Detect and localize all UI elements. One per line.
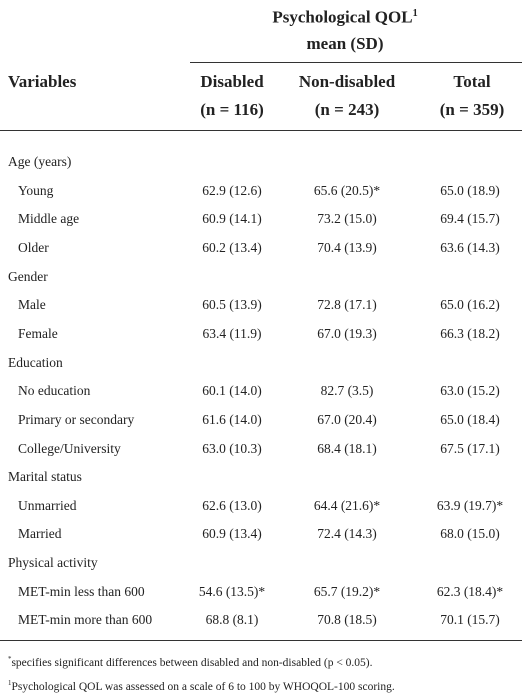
cell: 60.2 (13.4) <box>202 239 262 255</box>
cell: 65.7 (19.2)* <box>313 583 381 599</box>
row-label: MET-min less than 600 <box>18 583 145 599</box>
cell: 63.0 (15.2) <box>440 383 500 399</box>
column-n: (n = 243) <box>314 100 380 119</box>
cell: 68.4 (18.1) <box>317 440 377 456</box>
cell: 67.0 (20.4) <box>317 411 377 427</box>
cell: 65.0 (16.2) <box>440 297 500 313</box>
footnote-text: specifies significant differences betwee… <box>11 656 373 669</box>
cell: 63.6 (14.3) <box>440 239 500 255</box>
row-label: MET-min more than 600 <box>18 612 153 628</box>
cell: 68.8 (8.1) <box>205 612 259 628</box>
row-label: Female <box>18 325 58 341</box>
group-title: Psychological QOL1 <box>272 4 418 27</box>
cell: 68.0 (15.0) <box>440 526 500 542</box>
header-rule <box>190 62 522 63</box>
footnote: 1Psychological QOL was assessed on a sca… <box>8 674 395 694</box>
group-title-sup: 1 <box>412 8 418 19</box>
cell: 70.8 (18.5) <box>317 612 377 628</box>
cell: 54.6 (13.5)* <box>198 583 266 599</box>
row-label-header: Variables <box>8 72 77 91</box>
cell: 65.6 (20.5)* <box>313 182 381 198</box>
section-label: Gender <box>8 268 48 284</box>
group-subtitle: mean (SD) <box>306 34 384 53</box>
row-label: Primary or secondary <box>18 411 135 427</box>
section-label: Age (years) <box>8 154 72 169</box>
cell: 67.5 (17.1) <box>440 440 500 456</box>
row-label: Unmarried <box>18 497 77 513</box>
row-label: College/University <box>18 440 121 456</box>
cell: 62.9 (12.6) <box>202 182 262 198</box>
column-name: Non-disabled <box>298 72 396 91</box>
cell: 70.1 (15.7) <box>440 612 500 628</box>
row-label: Middle age <box>18 211 80 227</box>
section-label: Education <box>8 354 63 370</box>
footnote-marker: 1 <box>8 680 12 687</box>
row-label: Married <box>18 526 62 542</box>
footnote-marker: * <box>8 656 12 663</box>
cell: 63.0 (10.3) <box>202 440 262 456</box>
column-n: (n = 116) <box>200 100 264 119</box>
row-label: Male <box>18 297 46 313</box>
cell: 82.7 (3.5) <box>320 383 374 399</box>
cell: 67.0 (19.3) <box>317 325 377 341</box>
column-name: Disabled <box>200 72 264 91</box>
cell: 62.3 (18.4)* <box>436 583 504 599</box>
section-label: Physical activity <box>8 555 98 571</box>
section-label: Marital status <box>8 469 82 485</box>
cell: 62.6 (13.0) <box>202 497 262 513</box>
cell: 65.0 (18.9) <box>440 182 500 198</box>
cell: 72.4 (14.3) <box>317 526 377 542</box>
column-name: Total <box>453 72 491 91</box>
cell: 63.9 (19.7)* <box>436 497 504 513</box>
cell: 65.0 (18.4) <box>440 411 500 427</box>
cell: 66.3 (18.2) <box>440 325 500 341</box>
table-bottom-rule <box>0 640 522 641</box>
cell: 69.4 (15.7) <box>440 211 500 227</box>
cell: 60.5 (13.9) <box>202 297 262 313</box>
group-title-text: Psychological QOL <box>272 7 413 27</box>
footnote: *specifies significant differences betwe… <box>8 650 373 670</box>
cell: 64.4 (21.6)* <box>313 497 381 513</box>
cell: 72.8 (17.1) <box>317 297 377 313</box>
row-label: No education <box>18 383 91 399</box>
row-label: Older <box>18 239 49 255</box>
header-bottom-rule <box>0 130 522 131</box>
cell: 60.9 (13.4) <box>202 526 262 542</box>
cell: 61.6 (14.0) <box>202 411 262 427</box>
cell: 60.9 (14.1) <box>202 211 262 227</box>
cell: 60.1 (14.0) <box>202 383 262 399</box>
cell: 70.4 (13.9) <box>317 239 377 255</box>
footnote-text: Psychological QOL was assessed on a scal… <box>11 680 395 693</box>
cell: 63.4 (11.9) <box>202 325 262 341</box>
cell: 73.2 (15.0) <box>317 211 377 227</box>
column-n: (n = 359) <box>439 100 505 119</box>
row-label: Young <box>18 182 54 198</box>
